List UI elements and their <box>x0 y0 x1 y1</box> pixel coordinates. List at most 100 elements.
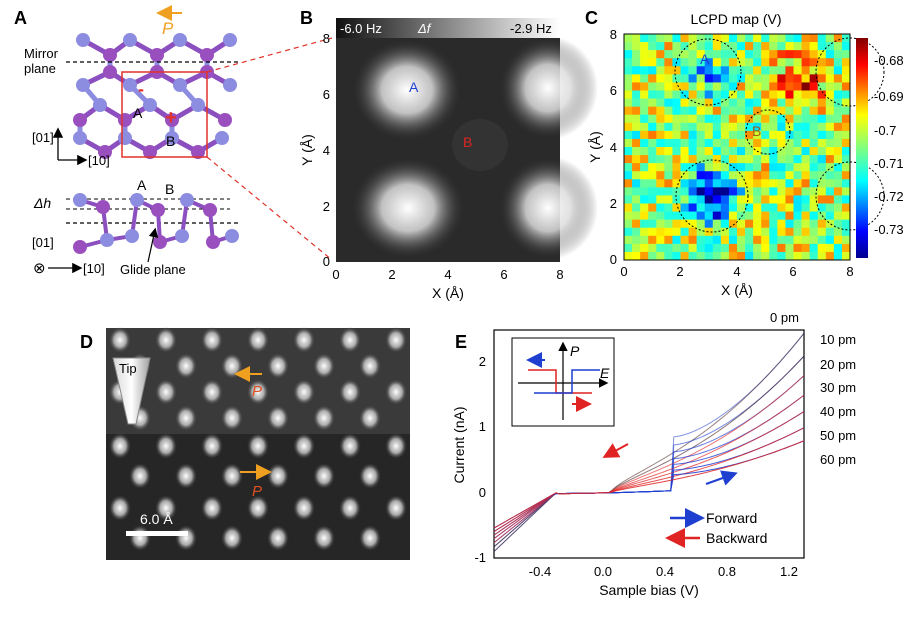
lcpd-pixel <box>624 235 633 245</box>
lcpd-pixel <box>728 219 738 229</box>
lcpd-pixel <box>753 42 762 51</box>
lcpd-pixel <box>825 251 835 261</box>
lcpd-pixel <box>696 179 706 188</box>
lcpd-pixel <box>648 138 657 148</box>
lcpd-pixel <box>664 82 673 91</box>
lcpd-pixel <box>704 155 714 164</box>
lcpd-pixel <box>624 219 633 229</box>
lcpd-pixel <box>712 114 722 124</box>
stm-atom <box>221 353 243 379</box>
lcpd-pixel <box>640 179 649 188</box>
lcpd-pixel <box>624 122 633 132</box>
lcpd-pixel <box>656 122 665 132</box>
lcpd-pixel <box>632 90 641 99</box>
lcpd-pixel <box>728 130 738 140</box>
lcpd-pixel <box>648 251 657 261</box>
b-ytick: 0 <box>323 254 330 269</box>
lcpd-pixel <box>696 203 706 212</box>
lcpd-pixel <box>640 147 649 156</box>
e-x-axis: -0.4 0.0 0.4 0.8 1.2 Sample bias (V) <box>529 564 798 598</box>
lcpd-pixel <box>728 203 738 212</box>
stm-atom <box>313 463 335 489</box>
lcpd-pixel <box>841 138 851 148</box>
lcpd-pixel <box>777 58 786 67</box>
lcpd-pixel <box>753 138 762 148</box>
lcpd-pixel <box>785 130 794 140</box>
lcpd-pixel <box>745 211 754 220</box>
lcpd-pixel <box>777 243 786 253</box>
lcpd-pixel <box>825 187 835 196</box>
lcpd-pixel <box>801 50 810 59</box>
lcpd-pixel <box>720 219 730 229</box>
lcpd-pixel <box>688 122 697 132</box>
lcpd-pixel <box>825 138 835 148</box>
lcpd-pixel <box>672 147 681 156</box>
lcpd-pixel <box>809 235 819 245</box>
c-cbtick: -0.72 <box>874 189 904 204</box>
lcpd-pixel <box>801 251 810 261</box>
lcpd-pixel <box>680 187 689 196</box>
c-site-a: A <box>700 51 710 67</box>
lcpd-pixel <box>696 155 706 164</box>
lcpd-pixel <box>712 203 722 212</box>
lcpd-pixel <box>720 138 730 148</box>
lcpd-pixel <box>720 203 730 212</box>
lcpd-pixel <box>745 34 754 43</box>
lcpd-pixel <box>648 187 657 196</box>
lcpd-pixel <box>728 34 738 43</box>
lcpd-pixel <box>801 163 810 172</box>
lcpd-pixel <box>737 147 746 156</box>
hysteresis-inset: P E <box>511 337 615 427</box>
lcpd-pixel <box>632 74 641 83</box>
lcpd-pixel <box>777 122 786 132</box>
lcpd-pixel <box>817 227 827 237</box>
lcpd-pixel <box>656 82 665 91</box>
axis-10-label: [10] <box>88 153 110 168</box>
lcpd-pixel <box>632 187 641 196</box>
panel-letter-e: E <box>455 332 467 352</box>
lcpd-pixel <box>656 114 665 124</box>
lcpd-pixel <box>624 211 633 220</box>
lcpd-pixel <box>833 171 843 180</box>
lcpd-pixel <box>737 227 746 237</box>
lcpd-pixel <box>672 219 681 229</box>
lcpd-pixel <box>841 74 851 83</box>
forward-direction-arrow <box>705 470 738 486</box>
lcpd-pixel <box>688 195 697 204</box>
c-ytick: 4 <box>610 140 617 155</box>
lcpd-pixel <box>656 203 665 212</box>
lcpd-pixel <box>785 219 794 229</box>
lcpd-pixel <box>793 243 802 253</box>
stm-atom <box>293 433 315 459</box>
lcpd-pixel <box>656 66 665 75</box>
lcpd-pixel <box>817 122 827 132</box>
lcpd-pixel <box>648 195 657 204</box>
lcpd-pixel <box>809 211 819 220</box>
lcpd-pixel <box>704 179 714 188</box>
lcpd-pixel <box>704 187 714 196</box>
lcpd-pixel <box>640 42 649 51</box>
height-label: 60 pm <box>820 452 856 467</box>
lcpd-pixel <box>777 195 786 204</box>
lcpd-pixel <box>704 114 714 124</box>
lcpd-pixel <box>761 243 770 253</box>
lcpd-pixel <box>640 50 649 59</box>
lcpd-pixel <box>696 171 706 180</box>
lcpd-pixel <box>737 179 746 188</box>
lcpd-pixel <box>624 42 633 51</box>
backward-curve <box>493 355 805 548</box>
lcpd-pixel <box>769 195 778 204</box>
lcpd-pixel <box>793 147 802 156</box>
lcpd-pixel <box>833 211 843 220</box>
lcpd-pixel <box>833 138 843 148</box>
minus-sign: - <box>138 79 144 99</box>
lcpd-pixel <box>688 42 697 51</box>
lcpd-pixel <box>825 163 835 172</box>
b-x-axis: 0 2 4 6 8 X (Å) <box>332 267 563 301</box>
stm-atom <box>247 495 269 521</box>
lcpd-pixel <box>648 66 657 75</box>
lcpd-pixel <box>688 34 697 43</box>
lcpd-pixel <box>648 227 657 237</box>
lcpd-pixel <box>769 243 778 253</box>
lcpd-pixel <box>745 90 754 99</box>
